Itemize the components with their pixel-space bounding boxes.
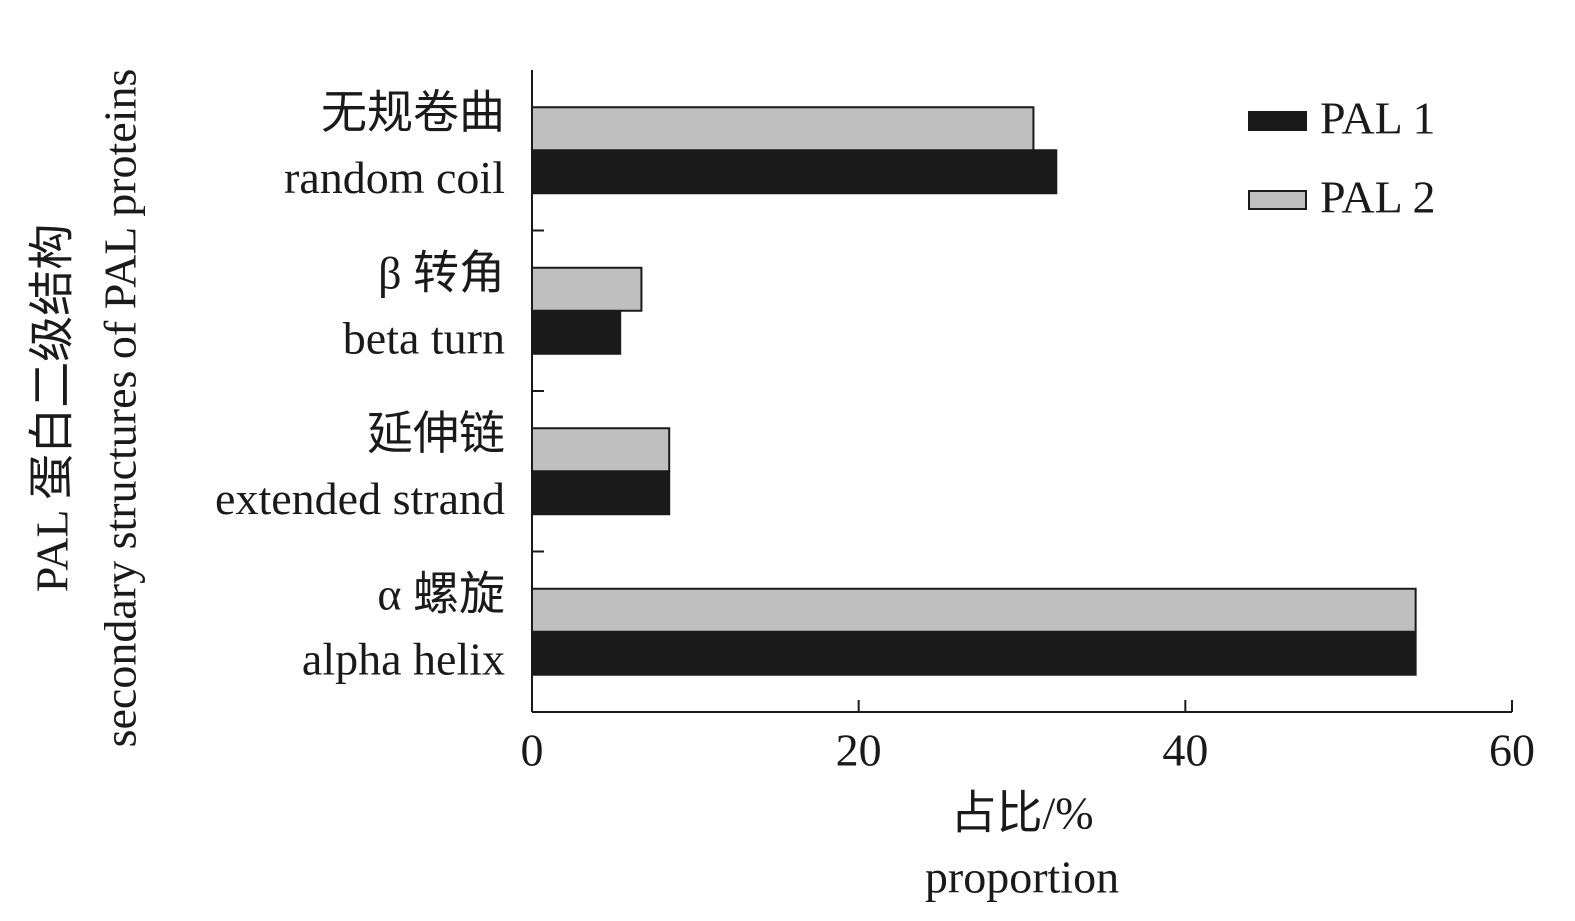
x-tick-label: 40 xyxy=(1162,725,1208,776)
category-label: α 螺旋 xyxy=(377,568,505,619)
legend-label: PAL 2 xyxy=(1320,172,1435,223)
category-label: β 转角 xyxy=(378,247,505,298)
x-tick-label: 20 xyxy=(836,725,882,776)
bar xyxy=(531,309,622,355)
category-label: random coil xyxy=(284,152,505,203)
legend-swatch xyxy=(1248,190,1307,210)
bar xyxy=(531,266,643,312)
category-label: beta turn xyxy=(343,312,505,363)
y-label-line: PAL 蛋白二级结构 xyxy=(27,224,78,592)
category-label: 延伸链 xyxy=(367,408,505,459)
category-label: 无规卷曲 xyxy=(321,87,505,138)
y-axis-label: PAL 蛋白二级结构 secondary structures of PAL p… xyxy=(27,69,146,748)
y-label-line: secondary structures of PAL proteins xyxy=(95,69,146,748)
bar xyxy=(531,587,1417,633)
x-tick-label: 0 xyxy=(521,725,544,776)
category-label: alpha helix xyxy=(302,633,505,684)
bar xyxy=(531,427,671,473)
x-tick-label: 60 xyxy=(1489,725,1535,776)
legend-label: PAL 1 xyxy=(1320,93,1435,144)
bar xyxy=(531,106,1035,152)
x-label-line: 占比/% xyxy=(950,788,1093,839)
bar xyxy=(531,149,1058,195)
legend-swatch xyxy=(1248,111,1307,131)
bar xyxy=(531,470,671,516)
x-label-line: proportion xyxy=(925,852,1119,903)
category-label: extended strand xyxy=(215,473,505,524)
bar xyxy=(531,630,1417,676)
